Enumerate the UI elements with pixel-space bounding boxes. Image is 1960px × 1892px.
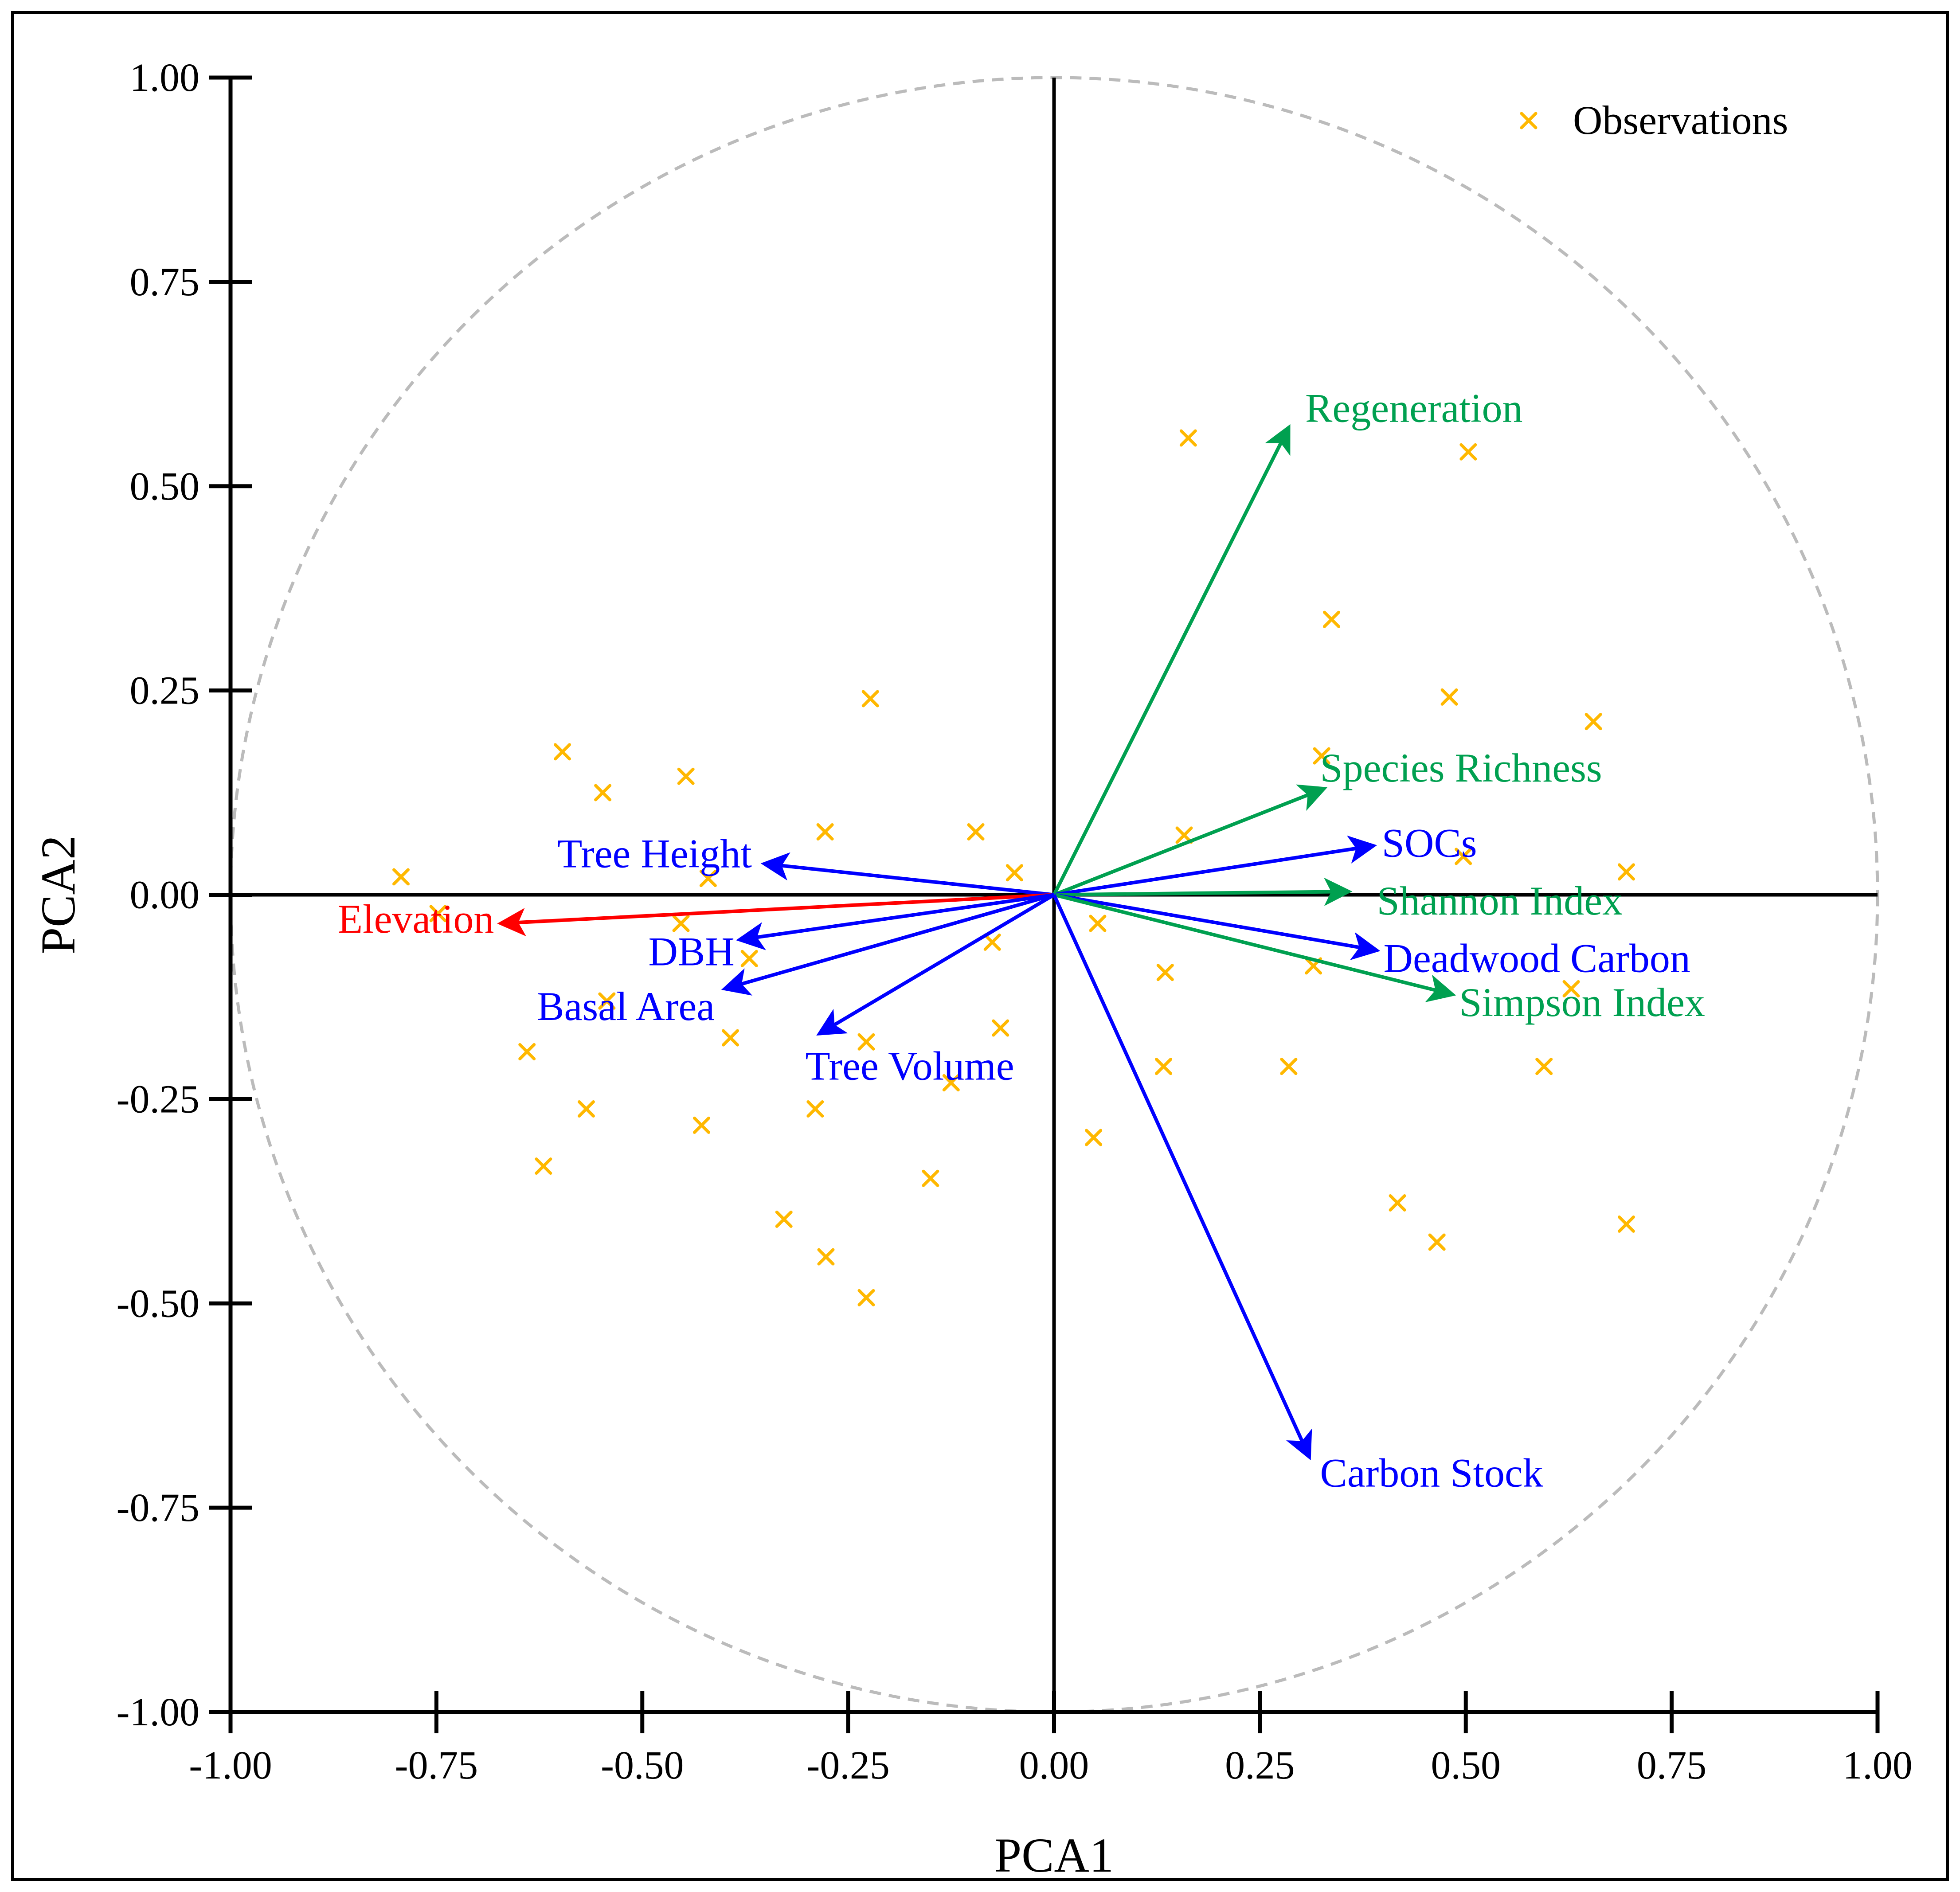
x-tick-label: -1.00 <box>189 1743 272 1787</box>
observation-point <box>922 1169 939 1187</box>
vector-arrow <box>1053 835 1377 897</box>
y-tick-label: 1.00 <box>130 56 200 100</box>
vector-arrow <box>1054 877 1353 906</box>
vector-label: Deadwood Carbon <box>1384 935 1690 981</box>
observation-point <box>1562 980 1580 997</box>
x-tick-label: 0.25 <box>1225 1743 1295 1787</box>
y-tick-label: 0.25 <box>130 669 200 713</box>
observation-point <box>1535 1058 1553 1075</box>
observation-point <box>1322 610 1340 628</box>
y-tick-label: -0.50 <box>117 1282 200 1325</box>
observation-point <box>1617 1215 1635 1233</box>
observation-point <box>817 1248 835 1266</box>
vector-label: Tree Volume <box>806 1044 1014 1089</box>
observation-point <box>967 823 985 841</box>
vector-label: Simpson Index <box>1459 980 1705 1025</box>
vector-label: Shannon Index <box>1377 878 1623 923</box>
observation-point <box>942 1074 960 1091</box>
x-tick-label: 0.00 <box>1019 1743 1089 1787</box>
observation-point <box>806 1100 824 1118</box>
y-tick-label: 0.75 <box>130 260 200 304</box>
vector-arrow <box>497 893 1054 937</box>
vector-arrow <box>1052 894 1312 1461</box>
observation-point <box>577 1100 595 1118</box>
observation-point <box>1428 1233 1446 1251</box>
observation-point <box>1155 1058 1173 1075</box>
x-tick-label: 1.00 <box>1843 1743 1913 1787</box>
vector-label: Elevation <box>338 896 494 942</box>
observation-point <box>692 1116 710 1134</box>
vector-label: Basal Area <box>537 984 715 1029</box>
observation-point <box>1179 429 1197 447</box>
observation-point <box>518 1043 536 1060</box>
outer-frame <box>11 11 1949 1881</box>
x-tick-label: 0.75 <box>1637 1743 1707 1787</box>
observation-point <box>392 868 410 886</box>
observation-point <box>1156 964 1174 981</box>
vector-label: Carbon Stock <box>1320 1450 1543 1496</box>
x-tick-label: -0.25 <box>806 1743 889 1787</box>
vector-arrow <box>1053 784 1328 897</box>
x-axis-title: PCA1 <box>994 1828 1114 1882</box>
vector-arrow <box>721 893 1055 996</box>
x-tick-label: 0.50 <box>1431 1743 1501 1787</box>
observation-point <box>1455 848 1472 865</box>
vector-arrow <box>816 893 1055 1036</box>
observation-point <box>554 743 571 761</box>
observation-point <box>1389 1194 1406 1212</box>
vector-arrow <box>1053 893 1456 1002</box>
vector-arrow <box>736 893 1055 950</box>
legend-label: Observations <box>1573 98 1788 143</box>
x-tick-label: -0.50 <box>601 1743 684 1787</box>
observation-point <box>594 784 612 801</box>
observation-point <box>992 1019 1009 1037</box>
observation-point <box>677 767 695 785</box>
observation-point <box>672 915 690 932</box>
y-axis-title: PCA2 <box>31 835 85 954</box>
observation-point <box>699 870 717 887</box>
observation-point <box>816 823 834 841</box>
y-tick-label: 0.00 <box>130 873 200 917</box>
observation-point <box>535 1157 552 1175</box>
observation-point <box>1085 1129 1103 1146</box>
observation-point <box>1584 713 1602 731</box>
y-tick-label: -0.25 <box>117 1077 200 1121</box>
vector-arrow <box>1052 424 1291 896</box>
y-tick-label: -1.00 <box>117 1690 200 1734</box>
legend-marker <box>1520 112 1537 129</box>
observation-point <box>722 1029 739 1047</box>
vector-label: Regeneration <box>1305 386 1522 431</box>
y-tick-label: -0.75 <box>117 1486 200 1530</box>
vector-arrow <box>1053 893 1381 960</box>
observation-point <box>1005 864 1023 882</box>
y-tick-label: 0.50 <box>130 465 200 508</box>
observation-point <box>1617 863 1635 881</box>
observation-point <box>775 1210 793 1228</box>
observation-point <box>1440 688 1458 706</box>
vector-label: DBH <box>649 929 735 974</box>
vector-arrow <box>760 852 1054 897</box>
observation-point <box>857 1033 875 1051</box>
observation-point <box>983 933 1001 951</box>
vector-label: SOCs <box>1382 820 1477 865</box>
observation-point <box>740 950 758 967</box>
vector-label: Species Richness <box>1320 745 1602 790</box>
observation-point <box>1313 747 1330 765</box>
observation-point <box>1089 915 1107 932</box>
observation-point <box>598 992 616 1010</box>
x-tick-label: -0.75 <box>395 1743 478 1787</box>
observation-point <box>1280 1058 1298 1075</box>
observation-point <box>857 1289 875 1306</box>
vector-label: Tree Height <box>557 831 752 876</box>
observation-point <box>429 905 447 923</box>
observation-point <box>1459 443 1477 461</box>
observation-point <box>861 690 879 708</box>
